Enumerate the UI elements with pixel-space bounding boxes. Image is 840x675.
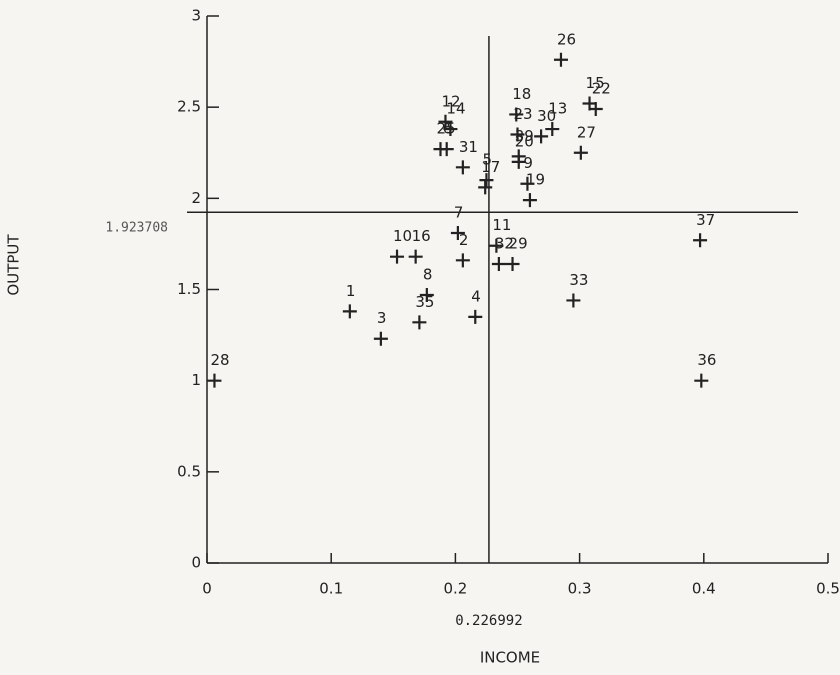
y-tick-label: 0 xyxy=(191,554,201,572)
point-label: 20 xyxy=(515,132,534,150)
point xyxy=(412,315,426,329)
point-label: 8 xyxy=(423,265,433,283)
point-label: 19 xyxy=(526,171,545,189)
y-tick-label: 1 xyxy=(191,371,201,389)
point xyxy=(478,180,492,194)
x-tick-label: 0.5 xyxy=(816,580,840,598)
point-label: 29 xyxy=(509,234,528,252)
y-tick-label: 3 xyxy=(191,7,201,25)
point-label: 18 xyxy=(512,85,531,103)
point xyxy=(343,304,357,318)
reference-label: 0.226992 xyxy=(455,613,522,629)
point-label: 23 xyxy=(514,105,533,123)
point xyxy=(440,142,454,156)
y-tick-label: 1.5 xyxy=(177,280,201,298)
point-label: 7 xyxy=(454,203,464,221)
point-label: 3 xyxy=(377,309,387,327)
point xyxy=(207,374,221,388)
point-label: 31 xyxy=(459,138,478,156)
point xyxy=(374,332,388,346)
point-label: 11 xyxy=(492,216,511,234)
point-label: 14 xyxy=(446,100,465,118)
point xyxy=(492,257,506,271)
point-label: 9 xyxy=(523,154,533,172)
point-label: 13 xyxy=(548,100,567,118)
point xyxy=(506,257,520,271)
point xyxy=(694,374,708,388)
chart: INCOME OUTPUT 0 0.5 1 1.5 2 2.5 3 0 0.1 0.2 0.3 0.4… xyxy=(0,0,840,675)
y-tick-label: 0.5 xyxy=(177,462,201,480)
point xyxy=(693,233,707,247)
y-tick-label: 2.5 xyxy=(177,98,201,116)
y-tick-label: 2 xyxy=(191,189,201,207)
point xyxy=(390,250,404,264)
point xyxy=(468,310,482,324)
point xyxy=(574,146,588,160)
point xyxy=(566,293,580,307)
x-tick-label: 0 xyxy=(202,580,212,598)
point-label: 10 xyxy=(393,227,412,245)
x-tick-label: 0.4 xyxy=(692,580,716,598)
point-label: 17 xyxy=(481,158,500,176)
x-tick-label: 0.1 xyxy=(319,580,343,598)
point xyxy=(456,253,470,267)
point-label: 36 xyxy=(697,351,716,369)
point-label: 37 xyxy=(696,211,715,229)
point-label: 26 xyxy=(557,30,576,48)
point-label: 16 xyxy=(412,227,431,245)
point-label: 22 xyxy=(592,79,611,97)
x-axis-title: INCOME xyxy=(480,649,540,667)
point-label: 6 xyxy=(443,120,453,138)
point xyxy=(456,160,470,174)
point xyxy=(554,53,568,67)
point-label: 28 xyxy=(210,351,229,369)
point xyxy=(523,193,537,207)
point-label: 33 xyxy=(569,271,588,289)
y-axis-title: OUTPUT xyxy=(5,234,23,296)
point-label: 1 xyxy=(346,282,356,300)
point xyxy=(409,250,423,264)
point xyxy=(534,129,548,143)
point-label: 4 xyxy=(471,287,481,305)
x-tick-label: 0.3 xyxy=(568,580,592,598)
point-label: 27 xyxy=(577,123,596,141)
reference-label: 1.923708 xyxy=(105,221,168,236)
x-tick-label: 0.2 xyxy=(443,580,467,598)
